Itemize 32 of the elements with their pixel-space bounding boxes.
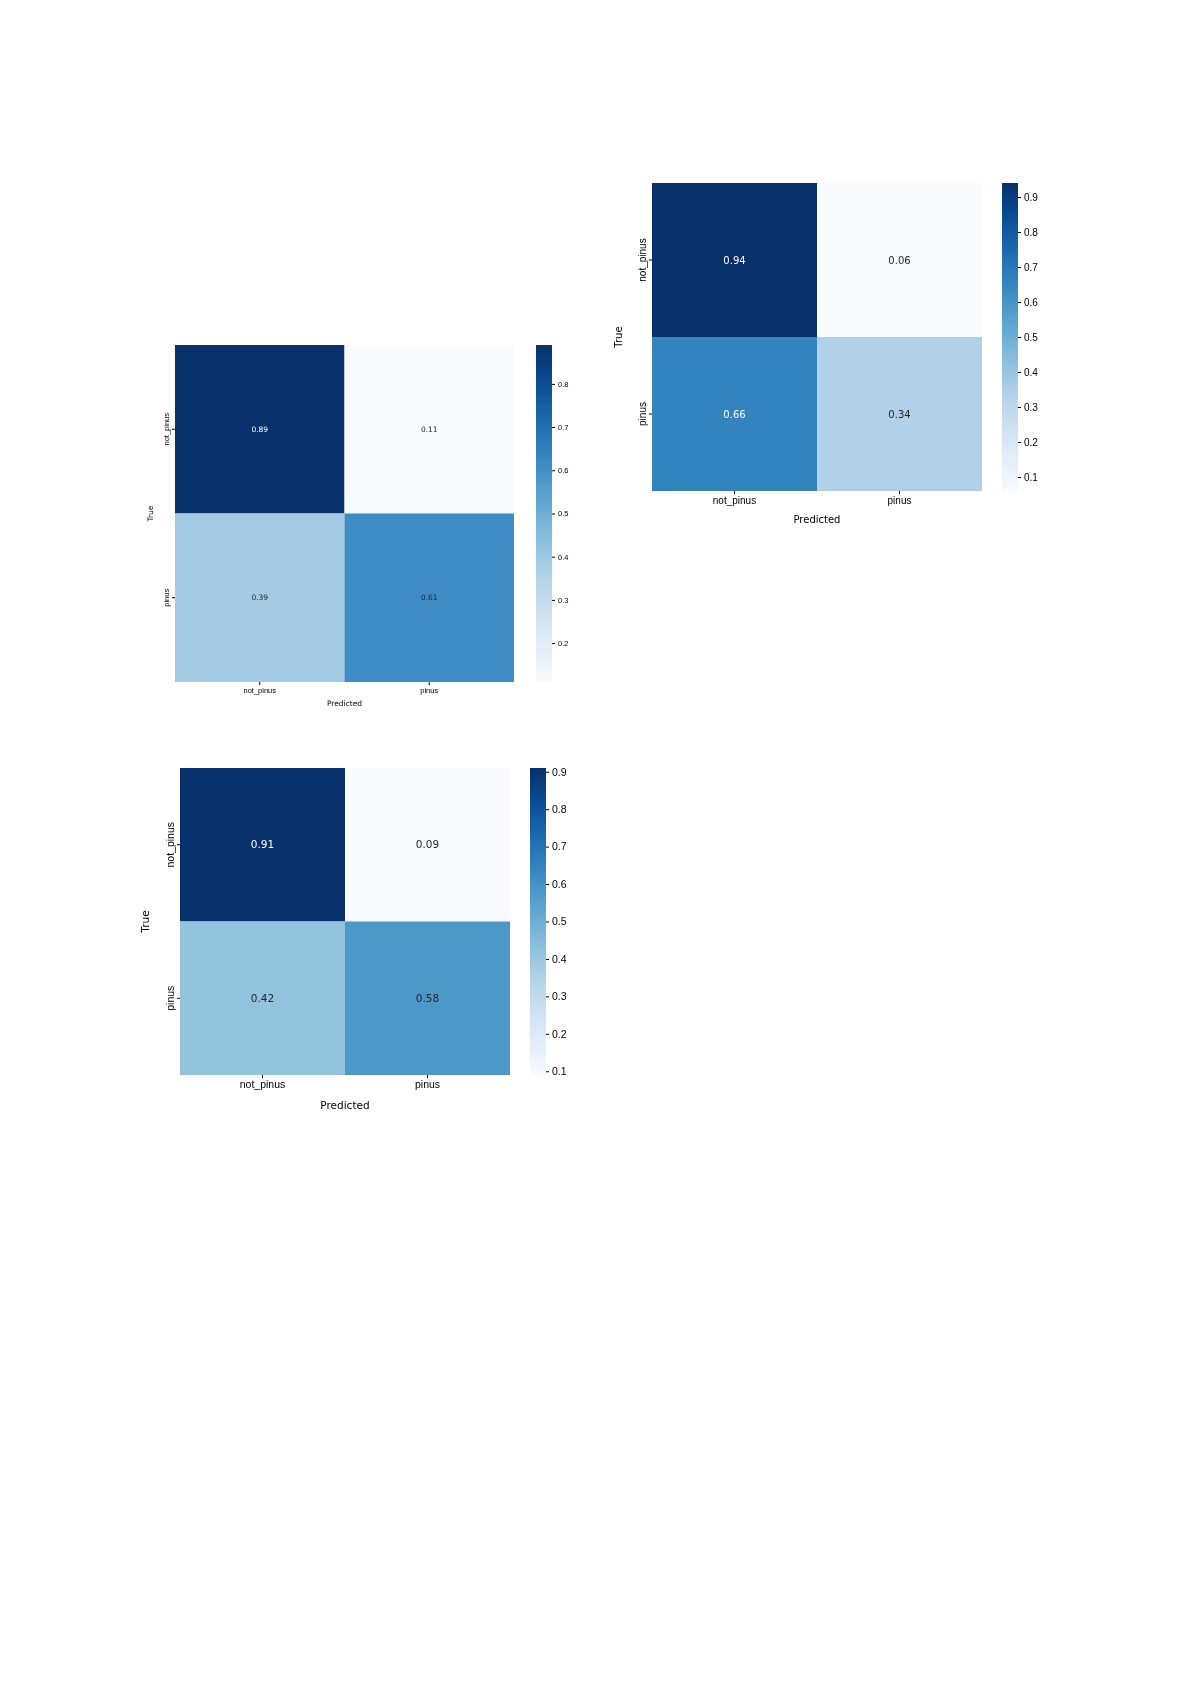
color-bar-label: 0.1	[1024, 471, 1039, 483]
color-bar-label: 0.8	[1024, 226, 1039, 238]
data-label: 0.58	[415, 991, 440, 1004]
color-bar-label: 0.3	[1024, 401, 1039, 413]
color-bar-label: 0.5	[552, 915, 567, 928]
color-bar-label: 0.8	[552, 803, 567, 816]
color-bar-label: 0.4	[552, 952, 567, 965]
data-label: 0.34	[888, 408, 911, 420]
data-label: 0.09	[415, 838, 440, 851]
y-tick-label: pinus	[164, 985, 176, 1011]
color-bar-label: 0.1	[552, 1065, 567, 1078]
color-bar-label: 0.9	[552, 765, 567, 778]
data-label: 0.42	[250, 991, 275, 1004]
color-bar-label: 0.5	[1024, 331, 1039, 343]
data-label: 0.06	[888, 254, 911, 266]
color-bar-label: 0.7	[552, 840, 567, 853]
data-label: 0.91	[250, 838, 275, 851]
data-label: 0.94	[723, 254, 746, 266]
color-bar-label: 0.3	[552, 990, 567, 1003]
y-axis-title: True	[613, 326, 624, 349]
color-bar-label: 0.2	[1024, 436, 1039, 448]
data-label: 0.66	[723, 408, 746, 420]
color-bar-label: 0.6	[552, 877, 567, 890]
y-axis-title: True	[138, 910, 151, 934]
y-tick-label: not_pinus	[164, 821, 176, 868]
color-bar-label: 0.2	[552, 1027, 567, 1040]
color-bar-label: 0.7	[1024, 261, 1039, 273]
color-bar-label: 0.6	[1024, 296, 1039, 308]
color-bar-label: 0.9	[1024, 191, 1039, 203]
x-axis-title: Predicted	[793, 514, 841, 525]
color-bar-label: 0.4	[1024, 366, 1039, 378]
x-axis-title: Predicted	[320, 1098, 370, 1111]
